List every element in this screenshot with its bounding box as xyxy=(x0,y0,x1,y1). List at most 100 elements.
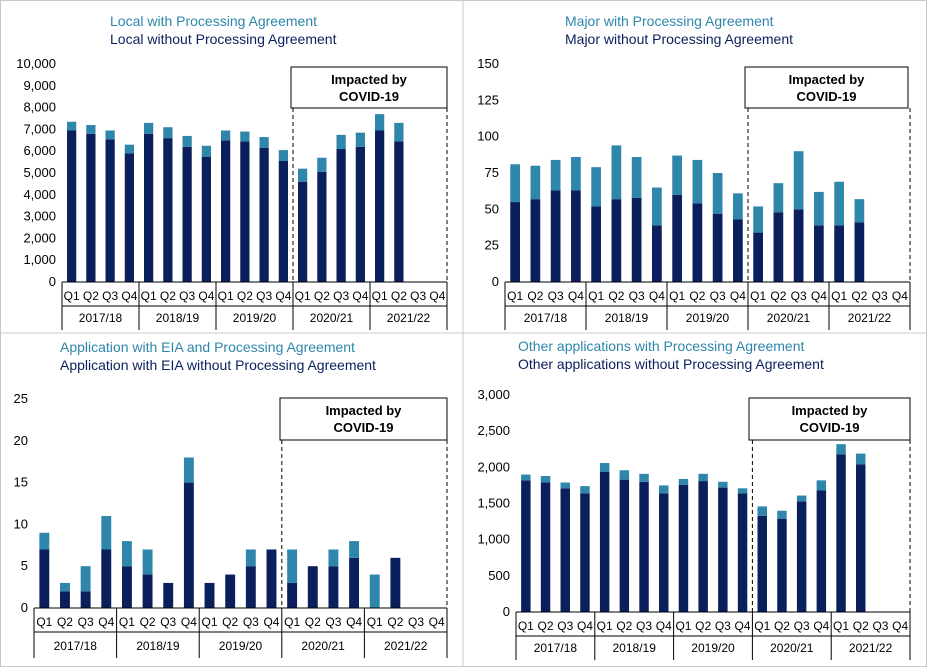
bar-without xyxy=(652,225,662,282)
bar-without xyxy=(619,479,630,612)
y-tick-label: 1,000 xyxy=(477,532,510,547)
covid-annotation-line1: Impacted by xyxy=(326,403,403,418)
covid-annotation-line2: COVID-19 xyxy=(800,420,860,435)
y-tick-label: 2,500 xyxy=(477,423,510,438)
chart-panel-1: Local with Processing Agreement Local wit… xyxy=(16,13,448,330)
year-label: 2019/20 xyxy=(686,311,730,325)
bar-with xyxy=(201,145,211,157)
y-tick-label: 0 xyxy=(49,274,56,289)
bar-with xyxy=(317,157,327,172)
bar-with xyxy=(733,193,743,220)
y-tick-label: 3,000 xyxy=(477,387,510,402)
y-tick-label: 7,000 xyxy=(23,121,56,136)
covid-annotation-line2: COVID-19 xyxy=(334,420,394,435)
year-label: 2020/21 xyxy=(301,639,345,653)
bar-without xyxy=(639,481,649,612)
x-tick-label: Q1 xyxy=(119,615,135,629)
bar-with xyxy=(105,130,115,140)
x-tick-label: Q2 xyxy=(83,289,99,303)
bar-without xyxy=(39,549,50,608)
bar-without xyxy=(67,130,77,282)
x-tick-label: Q4 xyxy=(429,289,445,303)
bar-with xyxy=(793,151,804,210)
chart-title-without: Major without Processing Agreement xyxy=(565,31,793,47)
bar-without xyxy=(163,138,173,282)
bar-without xyxy=(718,487,728,612)
x-tick-label: Q3 xyxy=(557,619,573,633)
bar-with xyxy=(182,135,192,147)
x-tick-label: Q3 xyxy=(548,289,564,303)
bar-with xyxy=(39,532,50,550)
y-tick-label: 1,500 xyxy=(477,496,510,511)
bar-with xyxy=(737,488,748,494)
x-tick-label: Q2 xyxy=(616,619,632,633)
x-tick-label: Q2 xyxy=(770,289,786,303)
bar-without xyxy=(560,488,570,612)
bar-without xyxy=(375,130,385,282)
covid-annotation-box xyxy=(279,397,448,441)
bar-with xyxy=(510,164,520,203)
bar-without xyxy=(510,202,520,282)
year-label: 2021/22 xyxy=(849,641,893,655)
y-tick-label: 0 xyxy=(492,274,499,289)
covid-annotation-box xyxy=(290,66,448,109)
bar-without xyxy=(599,471,610,612)
bar-with xyxy=(183,457,194,483)
y-tick-label: 15 xyxy=(14,475,28,490)
year-label: 2021/22 xyxy=(848,311,892,325)
x-tick-label: Q4 xyxy=(568,289,584,303)
covid-annotation-line1: Impacted by xyxy=(789,72,866,87)
bar-with xyxy=(328,549,339,567)
bar-without xyxy=(317,171,327,282)
bar-without xyxy=(201,156,211,282)
covid-annotation-line2: COVID-19 xyxy=(339,89,399,104)
bar-without xyxy=(349,557,360,608)
x-tick-label: Q3 xyxy=(872,289,888,303)
x-tick-label: Q1 xyxy=(507,289,523,303)
bar-without xyxy=(60,591,70,608)
x-tick-label: Q1 xyxy=(367,615,383,629)
bar-with xyxy=(580,486,590,494)
bar-with xyxy=(854,199,865,223)
bar-with xyxy=(298,168,308,182)
bar-with xyxy=(591,167,601,207)
bar-with xyxy=(571,157,581,191)
bar-with xyxy=(144,122,154,134)
year-label: 2021/22 xyxy=(387,311,431,325)
x-tick-label: Q3 xyxy=(410,289,426,303)
bar-with xyxy=(336,134,346,150)
x-tick-label: Q4 xyxy=(649,289,665,303)
bar-with xyxy=(375,114,385,131)
bar-with xyxy=(369,574,380,608)
bar-without xyxy=(307,566,318,608)
bar-with xyxy=(814,191,824,226)
y-tick-label: 0 xyxy=(503,604,510,619)
bar-without xyxy=(80,591,91,608)
year-label: 2018/19 xyxy=(156,311,200,325)
bar-without xyxy=(836,454,846,612)
x-tick-label: Q4 xyxy=(730,289,746,303)
bar-without xyxy=(793,209,804,282)
covid-annotation-box xyxy=(748,397,911,441)
bar-without xyxy=(225,574,236,608)
bar-with xyxy=(856,453,866,465)
x-tick-label: Q2 xyxy=(527,289,543,303)
bar-without xyxy=(298,181,308,282)
y-tick-label: 5 xyxy=(21,558,28,573)
bar-without xyxy=(540,482,551,612)
x-tick-label: Q1 xyxy=(202,615,218,629)
y-tick-label: 100 xyxy=(477,129,499,144)
x-tick-label: Q1 xyxy=(372,289,388,303)
bar-without xyxy=(86,133,96,282)
bar-with xyxy=(124,144,134,154)
x-tick-label: Q4 xyxy=(352,289,368,303)
bar-without xyxy=(678,484,689,612)
bar-without xyxy=(144,133,154,282)
bar-without xyxy=(796,501,807,612)
y-tick-label: 75 xyxy=(485,165,499,180)
x-tick-label: Q3 xyxy=(325,615,341,629)
x-tick-label: Q1 xyxy=(295,289,311,303)
bar-without xyxy=(580,493,590,612)
x-tick-label: Q2 xyxy=(689,289,705,303)
bar-with xyxy=(121,541,132,567)
